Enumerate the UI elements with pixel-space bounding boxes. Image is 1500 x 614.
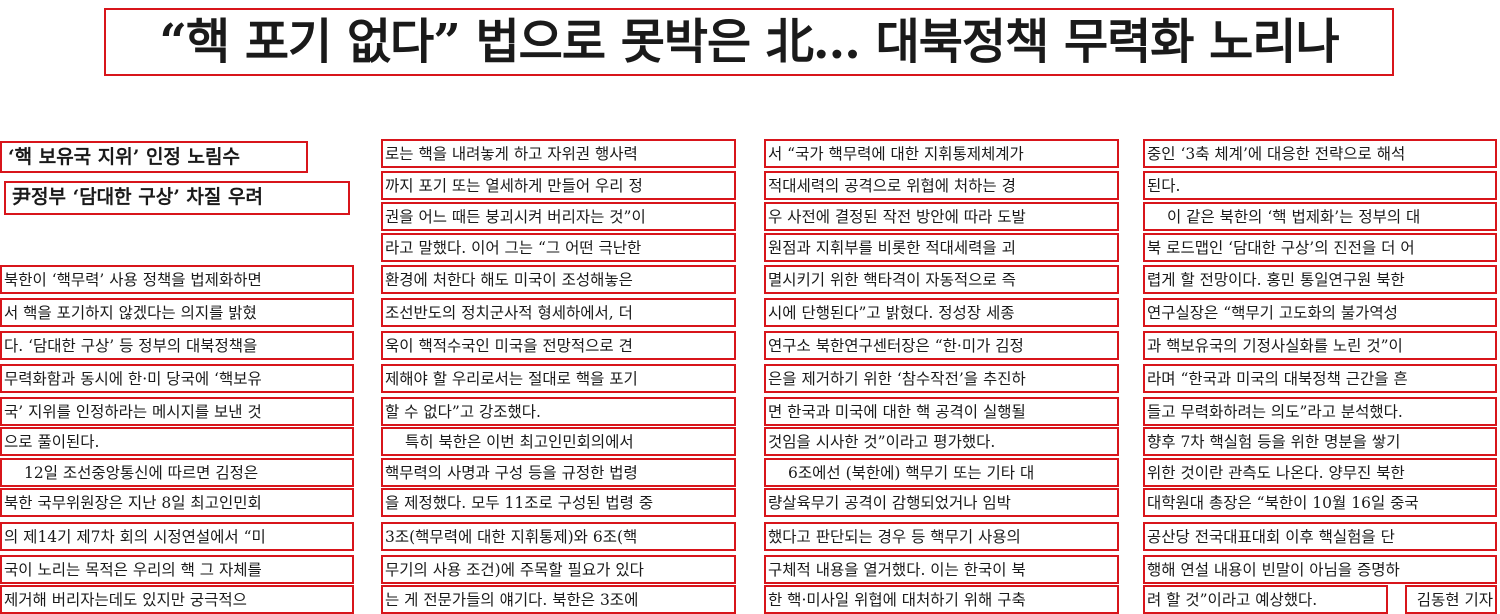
- body-line: 은을 제거하기 위한 ‘참수작전’을 추진하: [764, 364, 1119, 393]
- body-line: 할 수 없다”고 강조했다.: [381, 397, 736, 426]
- body-line: 을 제정했다. 모두 11조로 구성된 법령 중: [381, 488, 736, 517]
- body-line: 연구소 북한연구센터장은 “한·미가 김정: [764, 331, 1119, 360]
- body-line: 북 로드맵인 ‘담대한 구상’의 진전을 더 어: [1143, 233, 1497, 262]
- body-line: 대학원대 총장은 “북한이 10월 16일 중국: [1143, 488, 1497, 517]
- body-line: 우 사전에 결정된 작전 방안에 따라 도발: [764, 202, 1119, 231]
- body-line: 량살육무기 공격이 감행되었거나 임박: [764, 488, 1119, 517]
- body-line: 의 제14기 제7차 회의 시정연설에서 “미: [0, 522, 354, 551]
- body-line: 라고 말했다. 이어 그는 “그 어떤 극난한: [381, 233, 736, 262]
- body-line: 것임을 시사한 것”이라고 평가했다.: [764, 427, 1119, 456]
- body-line: 핵무력의 사명과 구성 등을 규정한 법령: [381, 458, 736, 487]
- body-line: 했다고 판단되는 경우 등 핵무기 사용의: [764, 522, 1119, 551]
- body-line: 6조에선 (북한에) 핵무기 또는 기타 대: [764, 458, 1119, 487]
- body-line: 멸시키기 위한 핵타격이 자동적으로 즉: [764, 265, 1119, 294]
- byline: 김동현 기자: [1405, 585, 1497, 614]
- body-line: 연구실장은 “핵무기 고도화의 불가역성: [1143, 298, 1497, 327]
- body-line: 무력화함과 동시에 한·미 당국에 ‘핵보유: [0, 364, 354, 393]
- body-line: 적대세력의 공격으로 위협에 처하는 경: [764, 171, 1119, 200]
- body-line: 원점과 지휘부를 비롯한 적대세력을 괴: [764, 233, 1119, 262]
- body-line: 제거해 버리자는데도 있지만 궁극적으: [0, 585, 354, 614]
- body-line: 된다.: [1143, 171, 1497, 200]
- body-line: 특히 북한은 이번 최고인민회의에서: [381, 427, 736, 456]
- body-line: 이 같은 북한의 ‘핵 법제화’는 정부의 대: [1143, 202, 1497, 231]
- body-line: 들고 무력화하려는 의도”라고 분석했다.: [1143, 397, 1497, 426]
- body-line: 서 “국가 핵무력에 대한 지휘통제체계가: [764, 139, 1119, 168]
- subheadline-1: ‘핵 보유국 지위’ 인정 노림수: [0, 141, 308, 173]
- body-line: 공산당 전국대표대회 이후 핵실험을 단: [1143, 522, 1497, 551]
- body-line: 로는 핵을 내려놓게 하고 자위권 행사력: [381, 139, 736, 168]
- body-line: 는 게 전문가들의 얘기다. 북한은 3조에: [381, 585, 736, 614]
- body-line: 구체적 내용을 열거했다. 이는 한국이 북: [764, 555, 1119, 584]
- body-line: 3조(핵무력에 대한 지휘통제)와 6조(핵: [381, 522, 736, 551]
- body-line: 제해야 할 우리로서는 절대로 핵을 포기: [381, 364, 736, 393]
- body-line: 위한 것이란 관측도 나온다. 양무진 북한: [1143, 458, 1497, 487]
- body-line: 북한이 ‘핵무력’ 사용 정책을 법제화하면: [0, 265, 354, 294]
- body-line: 으로 풀이된다.: [0, 427, 354, 456]
- body-line: 한 핵·미사일 위협에 대처하기 위해 구축: [764, 585, 1119, 614]
- body-line: 욱이 핵적수국인 미국을 전망적으로 견: [381, 331, 736, 360]
- body-line: 국’ 지위를 인정하라는 메시지를 보낸 것: [0, 397, 354, 426]
- subheadline-2: 尹정부 ‘담대한 구상’ 차질 우려: [4, 181, 350, 215]
- body-line: 권을 어느 때든 붕괴시켜 버리자는 것”이: [381, 202, 736, 231]
- body-line: 라며 “한국과 미국의 대북정책 근간을 흔: [1143, 364, 1497, 393]
- body-line: 향후 7차 핵실험 등을 위한 명분을 쌓기: [1143, 427, 1497, 456]
- body-line: 환경에 처한다 해도 미국이 조성해놓은: [381, 265, 736, 294]
- body-line: 면 한국과 미국에 대한 핵 공격이 실행될: [764, 397, 1119, 426]
- body-line: 다. ‘담대한 구상’ 등 정부의 대북정책을: [0, 331, 354, 360]
- body-line: 행해 연설 내용이 빈말이 아님을 증명하: [1143, 555, 1497, 584]
- body-line: 북한 국무위원장은 지난 8일 최고인민회: [0, 488, 354, 517]
- body-line: 렵게 할 전망이다. 홍민 통일연구원 북한: [1143, 265, 1497, 294]
- body-line: 중인 ‘3축 체계’에 대응한 전략으로 해석: [1143, 139, 1497, 168]
- body-line: 무기의 사용 조건)에 주목할 필요가 있다: [381, 555, 736, 584]
- body-line: 시에 단행된다”고 밝혔다. 정성장 세종: [764, 298, 1119, 327]
- body-line: 12일 조선중앙통신에 따르면 김정은: [0, 458, 354, 487]
- body-line: 과 핵보유국의 기정사실화를 노린 것”이: [1143, 331, 1497, 360]
- body-line: 국이 노리는 목적은 우리의 핵 그 자체를: [0, 555, 354, 584]
- body-line: 조선반도의 정치군사적 형세하에서, 더: [381, 298, 736, 327]
- body-line: 려 할 것”이라고 예상했다.: [1143, 585, 1388, 614]
- body-line: 까지 포기 또는 열세하게 만들어 우리 정: [381, 171, 736, 200]
- headline: “핵 포기 없다” 법으로 못박은 北… 대북정책 무력화 노리나: [104, 8, 1394, 76]
- body-line: 서 핵을 포기하지 않겠다는 의지를 밝혔: [0, 298, 354, 327]
